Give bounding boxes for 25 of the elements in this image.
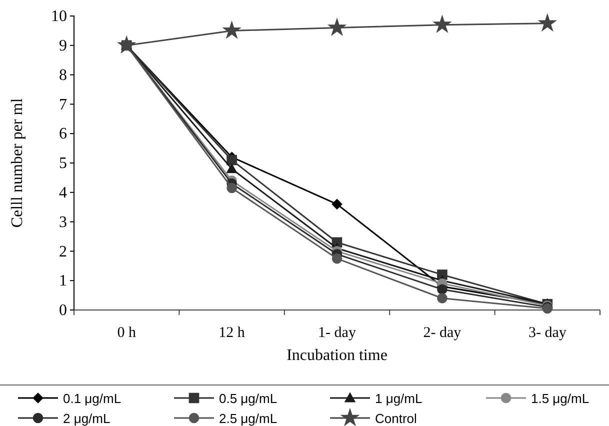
y-tick-label: 0 xyxy=(59,302,67,320)
x-tick-label: 2- day xyxy=(423,325,462,341)
x-tick-label: 0 h xyxy=(117,325,136,341)
y-tick-label: 3 xyxy=(59,214,67,231)
legend-label: 2.5 μg/mL xyxy=(219,411,278,426)
legend-label: 0.1 μg/mL xyxy=(63,391,122,406)
y-tick-label: 6 xyxy=(59,126,67,143)
legend-label: 0.5 μg/mL xyxy=(219,391,278,406)
x-axis-title: Incubation time xyxy=(286,347,388,364)
legend-label: 1.5 μg/mL xyxy=(531,391,590,406)
y-tick-label: 10 xyxy=(51,8,67,26)
y-tick-label: 5 xyxy=(59,155,67,172)
y-tick-label: 7 xyxy=(59,96,67,114)
legend-label: Control xyxy=(375,411,418,426)
y-axis-title: Celll number per ml xyxy=(9,98,26,228)
y-tick-label: 1 xyxy=(59,272,67,290)
y-tick-label: 8 xyxy=(59,66,67,84)
legend-label: 2 μg/mL xyxy=(63,411,110,426)
x-tick-label: 3- day xyxy=(528,325,567,341)
y-tick-label: 2 xyxy=(59,243,67,260)
y-tick-label: 4 xyxy=(59,184,67,202)
y-tick-label: 9 xyxy=(59,38,67,55)
x-tick-label: 1- day xyxy=(318,325,356,341)
legend-label: 1 μg/mL xyxy=(375,391,422,406)
x-tick-label: 12 h xyxy=(218,325,246,341)
